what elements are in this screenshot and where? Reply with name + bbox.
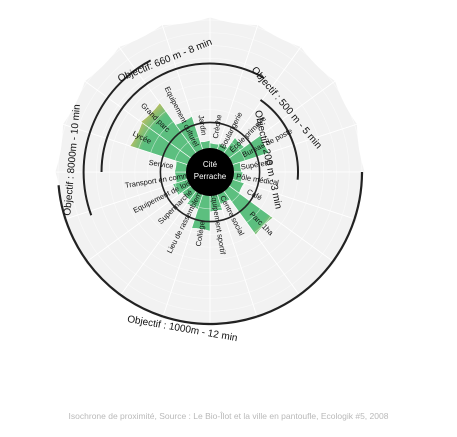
center-hub: Cité Perrache [186,148,234,196]
category-label: Service [148,158,174,171]
caption: Isochrone de proximité, Source : Le Bio-… [68,411,389,421]
category-label: Collège [194,221,207,248]
objective-ring [82,59,152,216]
center-circle [186,148,234,196]
category-label: Crèche [211,114,224,139]
grid-ring [172,134,248,210]
category-label: Jardin [197,114,209,136]
center-label-line1: Cité [203,160,218,169]
grid-ring [96,58,324,286]
objective-ring [57,171,364,326]
objective-ring [259,99,299,180]
grid-ring [108,70,312,274]
grid-ring [134,96,286,248]
objective-rings [57,59,364,326]
center-label-line2: Perrache [194,172,227,181]
grid-ring [147,109,273,235]
grid-ring [70,32,350,312]
objective-ring [100,62,265,173]
objective-ring [159,121,261,223]
background-sectors [54,16,366,328]
